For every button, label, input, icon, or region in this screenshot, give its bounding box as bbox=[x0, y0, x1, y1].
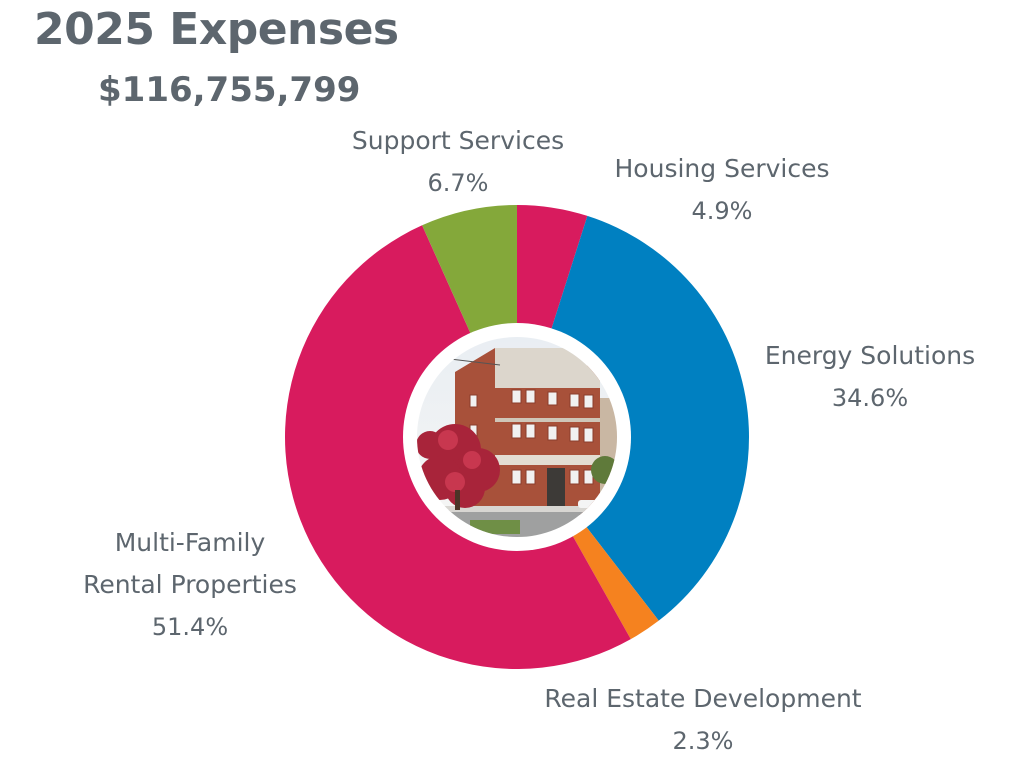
label-multi-family-rental-properties: Multi-Family Rental Properties 51.4% bbox=[83, 522, 297, 648]
label-energy-solutions: Energy Solutions 34.6% bbox=[765, 335, 975, 419]
slice-label-text: Energy Solutions bbox=[764, 341, 976, 370]
total-expenses: $116,755,799 bbox=[98, 70, 361, 110]
slice-label-text: Multi-Family bbox=[114, 528, 266, 557]
slice-label-text: Support Services bbox=[351, 126, 565, 155]
slice-percent: 6.7% bbox=[427, 169, 489, 197]
slice-percent: 2.3% bbox=[672, 727, 734, 755]
slice-percent: 4.9% bbox=[691, 197, 753, 225]
chart-title: 2025 Expenses bbox=[34, 4, 399, 55]
label-real-estate-development: Real Estate Development 2.3% bbox=[544, 678, 861, 762]
slice-housing-services bbox=[517, 205, 588, 342]
donut-slices bbox=[285, 205, 749, 669]
label-support-services: Support Services 6.7% bbox=[352, 120, 564, 204]
brick-building-photo bbox=[417, 337, 617, 537]
slice-real-estate-development bbox=[566, 516, 659, 640]
slice-multi-family-rental-properties bbox=[285, 225, 631, 669]
label-housing-services: Housing Services 4.9% bbox=[615, 148, 830, 232]
slice-label-text: Rental Properties bbox=[83, 570, 297, 599]
slice-percent: 51.4% bbox=[151, 613, 229, 641]
slice-percent: 34.6% bbox=[831, 384, 909, 412]
slice-energy-solutions bbox=[547, 215, 749, 621]
slice-label-text: Real Estate Development bbox=[544, 684, 862, 713]
slice-support-services bbox=[422, 205, 517, 346]
slice-label-text: Housing Services bbox=[614, 154, 830, 183]
